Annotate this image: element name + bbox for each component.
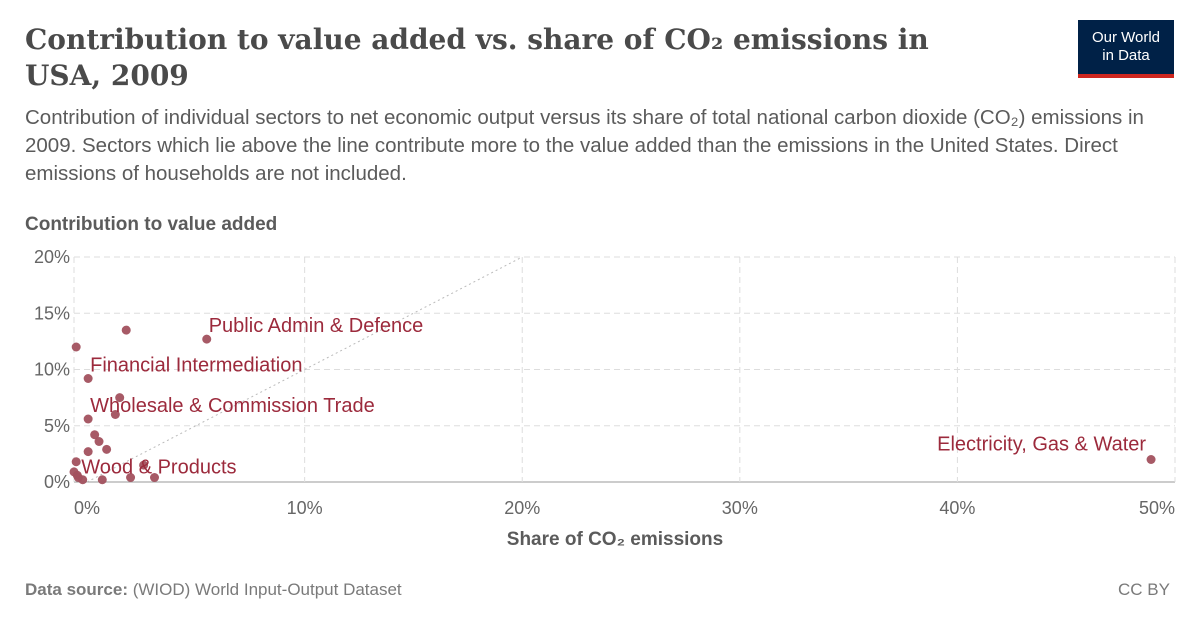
data-point-label: Electricity, Gas & Water <box>937 434 1146 456</box>
x-axis-label: Share of CO₂ emissions <box>506 529 724 550</box>
point-label-layer: Electricity, Gas & Water Public Admin & D… <box>81 315 1146 478</box>
data-point[interactable] <box>78 475 88 485</box>
y-tick-label: 5% <box>44 416 70 436</box>
data-point[interactable] <box>83 447 93 457</box>
data-point[interactable] <box>83 374 93 383</box>
logo-line-1: Our World <box>1091 29 1161 46</box>
data-source-label: Data source: <box>25 580 128 599</box>
tick-label-layer: 0% 5% 10% 15% 20% 0% 10% 20% 30% 40% 50% <box>34 247 1175 518</box>
data-point[interactable] <box>202 334 212 344</box>
data-point[interactable] <box>71 457 81 467</box>
x-tick-label: 20% <box>504 498 540 518</box>
y-axis-label: Contribution to value added <box>25 214 278 235</box>
data-point[interactable] <box>90 430 100 440</box>
point-layer <box>69 325 1156 485</box>
chart-subtitle: Contribution of individual sectors to ne… <box>25 106 1144 185</box>
data-point[interactable] <box>139 460 149 470</box>
data-point[interactable] <box>126 473 136 482</box>
data-point[interactable] <box>1146 455 1156 464</box>
x-tick-label: 10% <box>287 498 323 518</box>
grid-layer <box>73 256 1176 483</box>
data-point-label: Wood & Products <box>81 456 236 478</box>
data-point[interactable] <box>94 437 104 446</box>
y-tick-label: 20% <box>34 247 70 267</box>
data-point[interactable] <box>110 410 120 419</box>
data-point[interactable] <box>71 342 81 352</box>
x-tick-label: 0% <box>74 498 100 518</box>
data-point[interactable] <box>83 414 93 424</box>
license[interactable]: CC BY <box>1118 580 1170 599</box>
data-point-label: Wholesale & Commission Trade <box>90 395 375 417</box>
parity-line <box>86 256 523 483</box>
x-tick-label: 30% <box>722 498 758 518</box>
chart-title: Contribution to value added vs. share of… <box>25 23 929 92</box>
y-tick-label: 0% <box>44 472 70 492</box>
owid-logo[interactable]: Our World in Data <box>1078 20 1174 78</box>
data-point[interactable] <box>97 475 107 485</box>
data-source-text[interactable]: (WIOD) World Input-Output Dataset <box>132 580 402 599</box>
x-tick-label: 40% <box>939 498 975 518</box>
y-tick-label: 15% <box>34 303 70 323</box>
data-point[interactable] <box>115 393 125 403</box>
data-source: Data source: (WIOD) World Input-Output D… <box>25 580 402 600</box>
data-point[interactable] <box>121 325 131 335</box>
data-point[interactable] <box>150 473 160 482</box>
data-point-label: Financial Intermediation <box>90 355 302 377</box>
logo-line-2: in Data <box>1102 47 1150 64</box>
data-point[interactable] <box>102 444 112 454</box>
y-tick-label: 10% <box>34 360 70 380</box>
x-tick-label: 50% <box>1139 498 1175 518</box>
data-point-label: Public Admin & Defence <box>209 315 424 337</box>
